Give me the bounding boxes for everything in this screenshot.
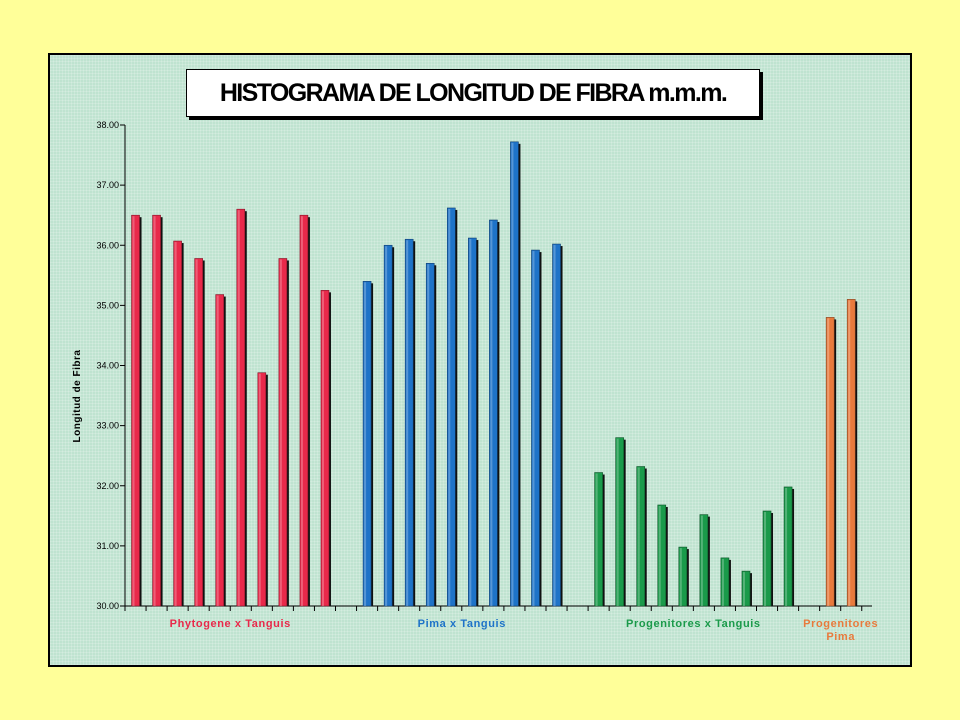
- bar: [720, 557, 730, 607]
- bar-highlight: [153, 216, 156, 606]
- bar: [383, 244, 393, 607]
- y-tick-label: 32.00: [96, 481, 119, 491]
- y-tick-label: 31.00: [96, 541, 119, 551]
- bar: [404, 238, 414, 607]
- y-axis-title: Longitud de Fibra: [72, 350, 83, 443]
- y-tick-label: 35.00: [96, 300, 119, 310]
- chart-title-box: HISTOGRAMA DE LONGITUD DE FIBRA m.m.m.: [186, 69, 760, 117]
- bar: [299, 214, 309, 607]
- bar: [510, 141, 519, 607]
- bar-highlight: [511, 142, 514, 606]
- bar-highlight: [827, 318, 830, 606]
- bar-highlight: [848, 300, 851, 606]
- chart-area: [48, 53, 912, 667]
- bar: [468, 237, 477, 607]
- bar: [783, 486, 793, 607]
- bar: [741, 570, 751, 607]
- bar-highlight: [553, 245, 556, 607]
- chart-title: HISTOGRAMA DE LONGITUD DE FIBRA m.m.m.: [219, 78, 728, 107]
- bar-highlight: [132, 216, 135, 606]
- bar: [257, 372, 267, 607]
- group-label: Phytogene x Tanguis: [170, 618, 291, 630]
- bar: [762, 510, 772, 607]
- bar-highlight: [742, 572, 745, 606]
- bar-highlight: [195, 259, 198, 606]
- group-label: Progenitores x Tanguis: [626, 618, 761, 630]
- bar: [320, 290, 330, 607]
- group-label: Progenitores: [803, 618, 878, 630]
- bar-highlight: [490, 220, 493, 606]
- bar: [594, 472, 603, 607]
- bar: [552, 243, 561, 607]
- bar: [131, 214, 140, 607]
- bar-highlight: [321, 291, 324, 606]
- bar: [699, 514, 709, 607]
- bar-highlight: [679, 548, 682, 606]
- bar: [278, 258, 288, 607]
- group-label: Pima x Tanguis: [418, 618, 506, 630]
- bar-highlight: [427, 264, 430, 606]
- bar-highlight: [637, 467, 640, 606]
- bar-highlight: [385, 246, 388, 606]
- bar-highlight: [658, 505, 661, 606]
- bar-highlight: [469, 239, 472, 606]
- bar-highlight: [700, 515, 703, 606]
- bar-highlight: [532, 251, 535, 606]
- bar: [636, 466, 646, 607]
- bar-highlight: [448, 208, 451, 606]
- bar: [362, 281, 372, 607]
- bar-highlight: [216, 295, 219, 606]
- y-tick-label: 34.00: [96, 361, 119, 371]
- bar-highlight: [721, 558, 724, 606]
- bar: [173, 240, 182, 607]
- bar: [425, 262, 435, 607]
- bar: [152, 214, 161, 607]
- y-tick-label: 37.00: [96, 180, 119, 190]
- bar-highlight: [364, 282, 367, 606]
- bar-highlight: [616, 438, 619, 606]
- bar-highlight: [764, 512, 767, 606]
- labels: 30.00 31.00 32.00 33.00 34.00 35.00 36.00 37.00…: [96, 120, 878, 643]
- bar: [657, 504, 667, 607]
- y-tick-label: 30.00: [96, 601, 119, 611]
- bar-highlight: [785, 487, 788, 606]
- y-tick-label: 38.00: [96, 120, 119, 130]
- bar: [615, 437, 624, 607]
- bars: [131, 141, 858, 607]
- bar-highlight: [279, 259, 282, 606]
- bar-highlight: [174, 242, 177, 606]
- y-tick-label: 33.00: [96, 421, 119, 431]
- bar-highlight: [258, 373, 261, 606]
- bar: [825, 317, 835, 607]
- y-tick-label: 36.00: [96, 240, 119, 250]
- bar: [215, 294, 225, 607]
- bar-highlight: [300, 216, 303, 606]
- bar: [446, 207, 456, 607]
- group-label: Pima: [826, 631, 855, 643]
- bar: [236, 208, 246, 607]
- bar: [531, 249, 540, 607]
- bar: [678, 546, 688, 607]
- bar: [846, 299, 856, 607]
- bar: [194, 258, 203, 607]
- bar-highlight: [237, 210, 240, 607]
- bar-highlight: [595, 473, 598, 606]
- bar: [489, 219, 498, 607]
- bar-highlight: [406, 240, 409, 607]
